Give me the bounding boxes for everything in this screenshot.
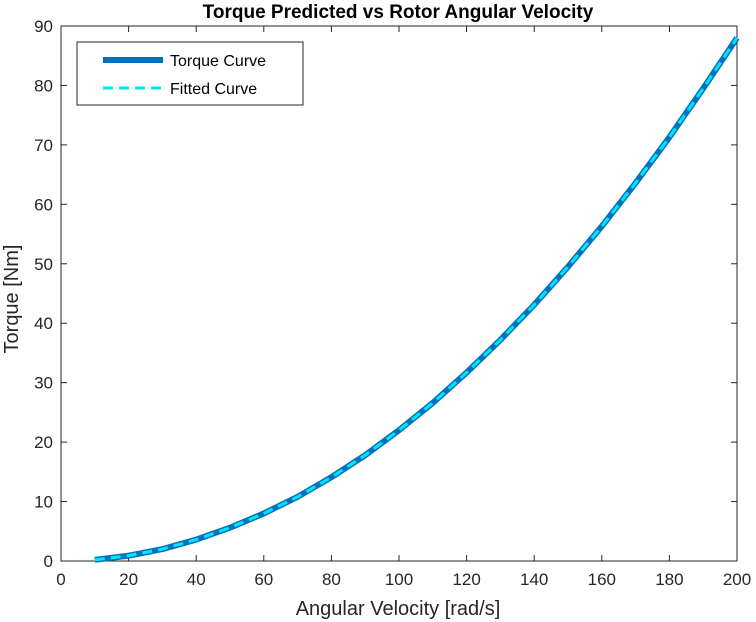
x-tick-label: 60 xyxy=(254,570,273,589)
x-tick-label: 180 xyxy=(655,570,683,589)
x-tick-label: 120 xyxy=(452,570,480,589)
x-tick-label: 200 xyxy=(723,570,751,589)
y-tick-label: 50 xyxy=(34,255,53,274)
series-line-fitted-curve xyxy=(94,37,739,562)
x-tick-label: 20 xyxy=(119,570,138,589)
y-tick-label: 90 xyxy=(34,17,53,36)
y-tick-label: 30 xyxy=(34,374,53,393)
x-tick-label: 100 xyxy=(385,570,413,589)
axes-box xyxy=(60,25,738,562)
plot-area: 0 20 40 60 80 100 120 140 160 180 200 0 10 20 30 40 50 60… xyxy=(34,17,751,589)
x-tick-label: 140 xyxy=(520,570,548,589)
y-tick-label: 60 xyxy=(34,195,53,214)
y-tick-label: 10 xyxy=(34,493,53,512)
legend-box xyxy=(76,41,304,106)
y-tick-label: 20 xyxy=(34,433,53,452)
legend: Torque Curve Fitted Curve xyxy=(76,41,304,106)
chart-title: Torque Predicted vs Rotor Angular Veloci… xyxy=(203,2,594,23)
y-tick-label: 80 xyxy=(34,76,53,95)
x-tick-label: 0 xyxy=(56,570,65,589)
x-tick-label: 40 xyxy=(187,570,206,589)
y-tick-label: 40 xyxy=(34,314,53,333)
y-axis-label: Torque [Nm] xyxy=(1,245,23,354)
y-tick-label: 0 xyxy=(44,552,53,571)
x-tick-label: 80 xyxy=(322,570,341,589)
x-axis-label: Angular Velocity [rad/s] xyxy=(296,598,501,620)
legend-label: Fitted Curve xyxy=(170,81,257,98)
y-tick-label: 70 xyxy=(34,136,53,155)
legend-label: Torque Curve xyxy=(170,53,266,70)
x-tick-label: 160 xyxy=(588,570,616,589)
